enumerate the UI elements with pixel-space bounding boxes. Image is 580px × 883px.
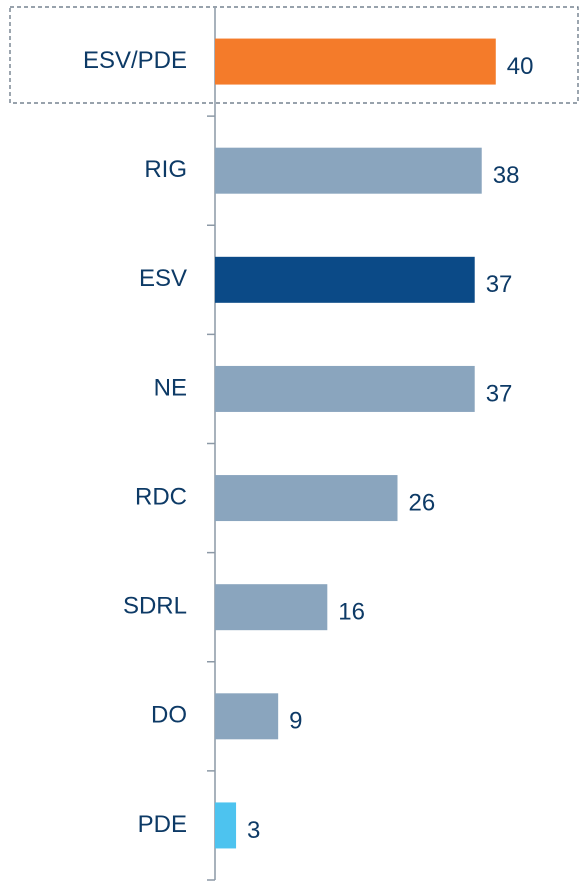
bar xyxy=(215,365,475,412)
category-label: RIG xyxy=(144,156,187,183)
value-label: 26 xyxy=(409,489,436,516)
bar xyxy=(215,584,328,631)
value-label: 3 xyxy=(247,817,260,844)
bar xyxy=(215,256,475,303)
value-label: 9 xyxy=(289,708,302,735)
highlight-box xyxy=(9,6,579,104)
value-label: 16 xyxy=(338,599,365,626)
category-label: DO xyxy=(151,702,187,729)
bar xyxy=(215,693,279,740)
bar xyxy=(215,38,496,85)
bar xyxy=(215,802,237,849)
category-label: ESV xyxy=(139,265,187,292)
category-label: PDE xyxy=(138,811,187,838)
category-label: SDRL xyxy=(123,593,187,620)
category-label: RDC xyxy=(135,483,187,510)
value-label: 37 xyxy=(486,271,513,298)
bar xyxy=(215,475,398,522)
value-label: 37 xyxy=(486,380,513,407)
bar xyxy=(215,147,482,194)
category-label: ESV/PDE xyxy=(83,47,187,74)
value-label: 40 xyxy=(507,53,534,80)
category-label: NE xyxy=(154,374,187,401)
value-label: 38 xyxy=(493,162,520,189)
